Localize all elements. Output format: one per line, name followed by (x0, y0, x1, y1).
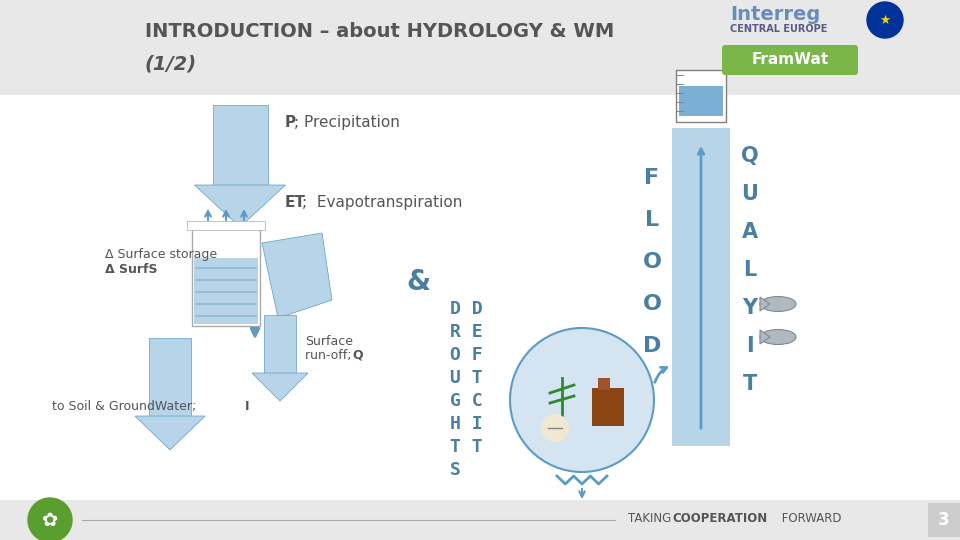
Ellipse shape (760, 296, 796, 312)
Text: F: F (644, 168, 660, 188)
Polygon shape (252, 373, 308, 401)
Text: L: L (645, 210, 660, 230)
Text: Δ Surface storage: Δ Surface storage (105, 248, 217, 261)
Text: D: D (643, 336, 661, 356)
Text: L: L (743, 260, 756, 280)
Text: CENTRAL EUROPE: CENTRAL EUROPE (730, 24, 828, 34)
Text: INTRODUCTION – about HYDROLOGY & WM: INTRODUCTION – about HYDROLOGY & WM (145, 22, 614, 41)
Bar (187, 221, 265, 230)
Bar (0, 0, 960, 95)
Text: Δ SurfS: Δ SurfS (105, 263, 157, 276)
Text: D D: D D (450, 300, 483, 318)
Bar (928, 503, 960, 537)
Text: I: I (245, 400, 250, 413)
Polygon shape (135, 416, 205, 450)
Text: to Soil & GroundWater;: to Soil & GroundWater; (52, 400, 201, 413)
Text: S: S (450, 461, 461, 479)
Text: COOPERATION: COOPERATION (672, 512, 767, 525)
Text: O F: O F (450, 346, 483, 364)
Text: Interreg: Interreg (730, 5, 820, 24)
Text: run-off;: run-off; (305, 349, 355, 362)
Text: ;  Evapotranspiration: ; Evapotranspiration (302, 195, 463, 210)
Text: ; Precipitation: ; Precipitation (294, 115, 400, 130)
Text: O: O (642, 294, 661, 314)
Bar (679, 86, 723, 116)
Text: ✿: ✿ (42, 510, 59, 530)
Text: 3: 3 (938, 511, 949, 529)
Bar (149, 338, 191, 416)
Circle shape (541, 414, 569, 442)
Text: O: O (642, 252, 661, 272)
Bar (672, 128, 730, 446)
Text: ET: ET (285, 195, 306, 210)
Ellipse shape (760, 329, 796, 345)
Text: H I: H I (450, 415, 483, 433)
Circle shape (867, 2, 903, 38)
Bar (676, 70, 726, 122)
Text: T T: T T (450, 438, 483, 456)
Bar (264, 315, 296, 373)
Text: Q: Q (741, 146, 758, 166)
Bar (0, 95, 960, 540)
Text: I: I (746, 336, 754, 356)
Bar (0, 500, 960, 540)
Text: A: A (742, 222, 758, 242)
Text: FramWat: FramWat (752, 52, 828, 68)
Circle shape (510, 328, 654, 472)
Text: TAKING: TAKING (628, 512, 675, 525)
Text: Y: Y (742, 298, 757, 318)
Text: G C: G C (450, 392, 483, 410)
Bar (194, 258, 258, 324)
Text: Q: Q (352, 349, 363, 362)
Bar (212, 105, 268, 185)
Text: Surface: Surface (305, 335, 353, 348)
Text: U T: U T (450, 369, 483, 387)
Circle shape (28, 498, 72, 540)
Text: ★: ★ (879, 14, 891, 26)
Text: (1/2): (1/2) (145, 55, 197, 74)
Text: T: T (743, 374, 757, 394)
Text: U: U (741, 184, 758, 204)
FancyBboxPatch shape (722, 45, 858, 75)
Text: &: & (406, 268, 430, 296)
Polygon shape (760, 330, 770, 344)
Text: FORWARD: FORWARD (778, 512, 842, 525)
Bar (192, 228, 260, 326)
Text: R E: R E (450, 323, 483, 341)
Text: P: P (285, 115, 296, 130)
Bar (598, 378, 610, 390)
Polygon shape (760, 297, 770, 311)
Bar (592, 388, 624, 426)
Polygon shape (195, 185, 285, 227)
Polygon shape (262, 233, 332, 318)
